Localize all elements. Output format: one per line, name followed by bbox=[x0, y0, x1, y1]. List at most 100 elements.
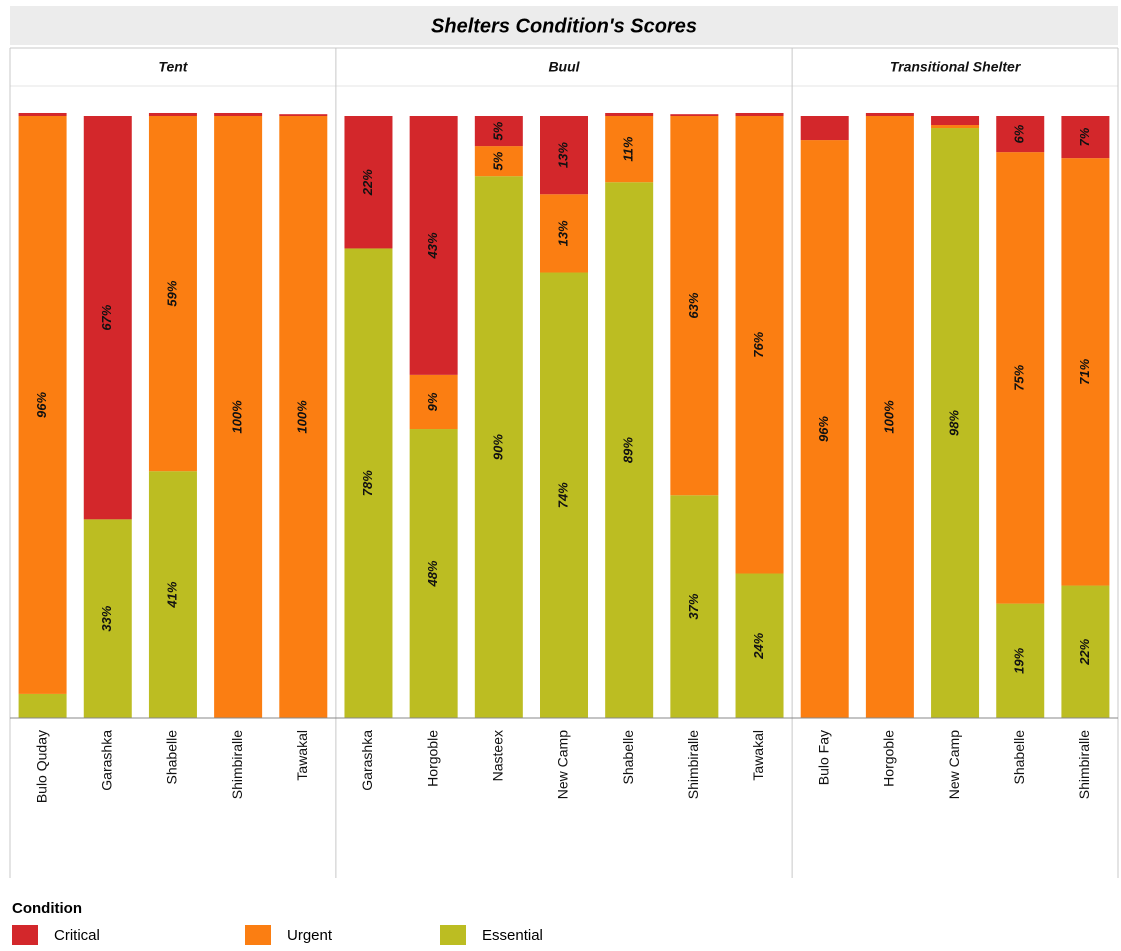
bar-segment bbox=[18, 116, 67, 694]
bar-segment bbox=[1061, 585, 1110, 718]
bar-segment bbox=[605, 112, 654, 116]
bar-segment bbox=[474, 176, 523, 718]
chart-title: Shelters Condition's Scores bbox=[431, 15, 697, 37]
bar-segment bbox=[605, 182, 654, 719]
value-label: 75% bbox=[1012, 364, 1027, 390]
bar-segment bbox=[800, 116, 849, 141]
value-label: 33% bbox=[99, 605, 114, 631]
value-label: 41% bbox=[164, 581, 179, 608]
bar-segment bbox=[148, 116, 197, 472]
bar-segment bbox=[540, 194, 588, 273]
value-label: 13% bbox=[555, 220, 570, 246]
bar-segment bbox=[474, 116, 523, 147]
panel-header: Buul bbox=[548, 59, 580, 75]
value-label: 71% bbox=[1077, 358, 1092, 384]
x-tick-label: Horgoble bbox=[424, 730, 440, 787]
value-label: 96% bbox=[816, 416, 831, 442]
legend-swatch bbox=[245, 925, 271, 945]
bar-segment bbox=[344, 248, 393, 718]
bar-segment bbox=[409, 116, 458, 375]
bar-segment bbox=[735, 573, 784, 718]
x-tick-label: Nasteex bbox=[490, 730, 506, 781]
x-tick-label: Shimbiralle bbox=[229, 730, 245, 799]
x-tick-label: Shabelle bbox=[620, 730, 636, 785]
bar-segment bbox=[409, 429, 458, 718]
value-label: 76% bbox=[751, 331, 766, 357]
value-label: 100% bbox=[230, 400, 245, 434]
bar-segment bbox=[540, 116, 588, 195]
bar-segment bbox=[214, 116, 263, 718]
x-tick-label: Horgoble bbox=[881, 730, 897, 787]
x-tick-label: Shimbiralle bbox=[1076, 730, 1092, 799]
value-label: 11% bbox=[621, 136, 636, 161]
value-label: 100% bbox=[881, 400, 896, 434]
value-label: 63% bbox=[686, 292, 701, 318]
bar-segment bbox=[1061, 116, 1110, 159]
value-label: 100% bbox=[295, 400, 310, 434]
bar-segment bbox=[409, 374, 458, 430]
bar-segment bbox=[931, 125, 980, 129]
bar-segment bbox=[996, 152, 1045, 604]
x-tick-label: New Camp bbox=[946, 730, 962, 799]
title-band bbox=[10, 6, 1118, 45]
bar-segment bbox=[865, 116, 914, 718]
bar-segment bbox=[279, 114, 328, 116]
x-tick-label: Shabelle bbox=[164, 730, 180, 785]
bar-segment bbox=[148, 112, 197, 116]
bar-segment bbox=[83, 116, 132, 520]
bar-segment bbox=[83, 519, 132, 718]
bar-segment bbox=[931, 128, 980, 719]
value-label: 90% bbox=[490, 434, 505, 460]
x-tick-label: Tawakal bbox=[750, 730, 766, 781]
bar-segment bbox=[1061, 158, 1110, 586]
bar-segment bbox=[18, 112, 67, 116]
legend-label: Urgent bbox=[287, 927, 333, 944]
value-label: 98% bbox=[946, 410, 961, 436]
value-label: 6% bbox=[1012, 124, 1027, 143]
bar-segment bbox=[474, 146, 523, 177]
value-label: 13% bbox=[555, 142, 570, 168]
bar-segment bbox=[670, 116, 719, 496]
x-tick-label: New Camp bbox=[555, 730, 571, 799]
value-label: 78% bbox=[360, 470, 375, 496]
value-label: 37% bbox=[686, 593, 701, 619]
bar-segment bbox=[279, 116, 328, 718]
value-label: 24% bbox=[751, 632, 766, 659]
legend-label: Critical bbox=[54, 927, 100, 944]
value-label: 7% bbox=[1077, 127, 1092, 146]
bar-segment bbox=[800, 140, 849, 718]
panel-header: Transitional Shelter bbox=[890, 59, 1022, 75]
bar-segment bbox=[735, 116, 784, 574]
bar-segment bbox=[214, 112, 263, 116]
bar-segment bbox=[344, 116, 393, 249]
legend-swatch bbox=[12, 925, 38, 945]
legend-title: Condition bbox=[12, 900, 82, 917]
value-label: 9% bbox=[425, 392, 440, 411]
legend-swatch bbox=[440, 925, 466, 945]
bar-segment bbox=[735, 112, 784, 116]
value-label: 89% bbox=[621, 437, 636, 463]
panel-header: Tent bbox=[158, 59, 188, 75]
value-label: 5% bbox=[490, 151, 505, 170]
x-tick-label: Shimbiralle bbox=[685, 730, 701, 799]
x-tick-label: Shabelle bbox=[1011, 730, 1027, 785]
bar-segment bbox=[996, 603, 1045, 718]
value-label: 19% bbox=[1012, 647, 1027, 673]
value-label: 59% bbox=[164, 280, 179, 306]
value-label: 67% bbox=[99, 304, 114, 330]
x-tick-label: Bulo Quday bbox=[33, 730, 49, 803]
value-label: 22% bbox=[1077, 638, 1092, 665]
bar-segment bbox=[605, 116, 654, 183]
x-tick-label: Tawakal bbox=[294, 730, 310, 781]
value-label: 43% bbox=[425, 232, 440, 259]
bar-segment bbox=[670, 495, 719, 718]
value-label: 96% bbox=[34, 392, 49, 418]
bar-segment bbox=[996, 116, 1045, 153]
bar-segment bbox=[540, 272, 588, 718]
bar-segment bbox=[670, 114, 719, 116]
value-label: 22% bbox=[360, 169, 375, 196]
value-label: 74% bbox=[555, 482, 570, 508]
value-label: 5% bbox=[490, 121, 505, 140]
bar-segment bbox=[18, 693, 67, 718]
